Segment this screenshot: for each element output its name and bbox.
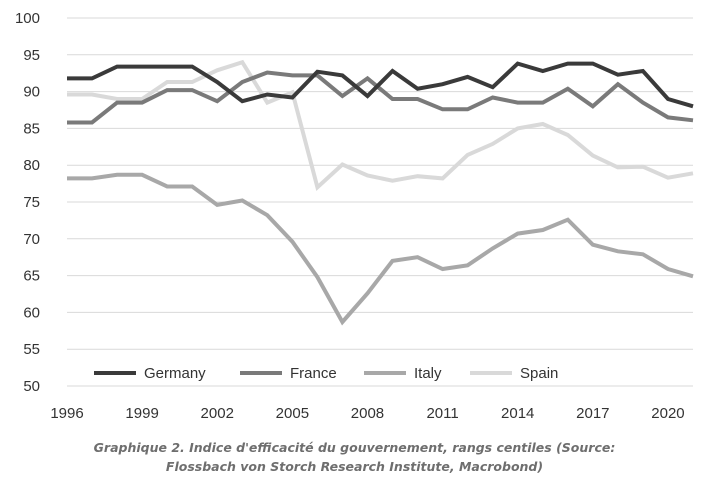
line-chart: 100 95 90 85 80 75 70 65 60 55 50 1996 1999 2002 2005 2… <box>15 10 694 422</box>
y-tick-label: 80 <box>23 157 40 174</box>
series-lines <box>67 59 694 326</box>
series-line-spain <box>67 59 694 192</box>
x-tick-label: 2014 <box>501 405 534 422</box>
legend: Germany France Italy Spain <box>94 365 558 382</box>
chart-canvas: 100 95 90 85 80 75 70 65 60 55 50 1996 1999 2002 2005 2… <box>15 10 694 422</box>
gridlines <box>67 17 693 387</box>
figure-caption-line-2: Flossbach von Storch Research Institute,… <box>165 459 544 474</box>
y-tick-label: 95 <box>23 47 40 64</box>
legend-label-germany: Germany <box>144 365 206 382</box>
series-line-france <box>67 70 694 125</box>
x-tick-label: 2002 <box>201 405 234 422</box>
legend-label-italy: Italy <box>414 365 442 382</box>
x-tick-label: 2017 <box>576 405 609 422</box>
y-tick-label: 100 <box>15 10 40 27</box>
y-tick-label: 70 <box>23 231 40 248</box>
y-tick-label: 60 <box>23 304 40 321</box>
y-tick-label: 50 <box>23 378 40 395</box>
x-tick-label: 2005 <box>276 405 309 422</box>
x-tick-label: 2020 <box>651 405 684 422</box>
legend-label-spain: Spain <box>520 365 558 382</box>
legend-label-france: France <box>290 365 337 382</box>
y-tick-label: 65 <box>23 268 40 285</box>
x-tick-label: 2008 <box>351 405 384 422</box>
axis-labels: 100 95 90 85 80 75 70 65 60 55 50 1996 1999 2002 2005 2… <box>15 10 685 422</box>
series-line-germany <box>67 61 694 109</box>
x-tick-label: 1999 <box>125 405 158 422</box>
y-tick-label: 75 <box>23 194 40 211</box>
series-line-italy <box>67 172 694 326</box>
y-tick-label: 55 <box>23 341 40 358</box>
y-tick-label: 85 <box>23 120 40 137</box>
figure-caption-line-1: Graphique 2. Indice d'efficacité du gouv… <box>93 440 616 455</box>
x-tick-label: 1996 <box>50 405 83 422</box>
y-tick-label: 90 <box>23 84 40 101</box>
x-tick-label: 2011 <box>426 405 458 422</box>
